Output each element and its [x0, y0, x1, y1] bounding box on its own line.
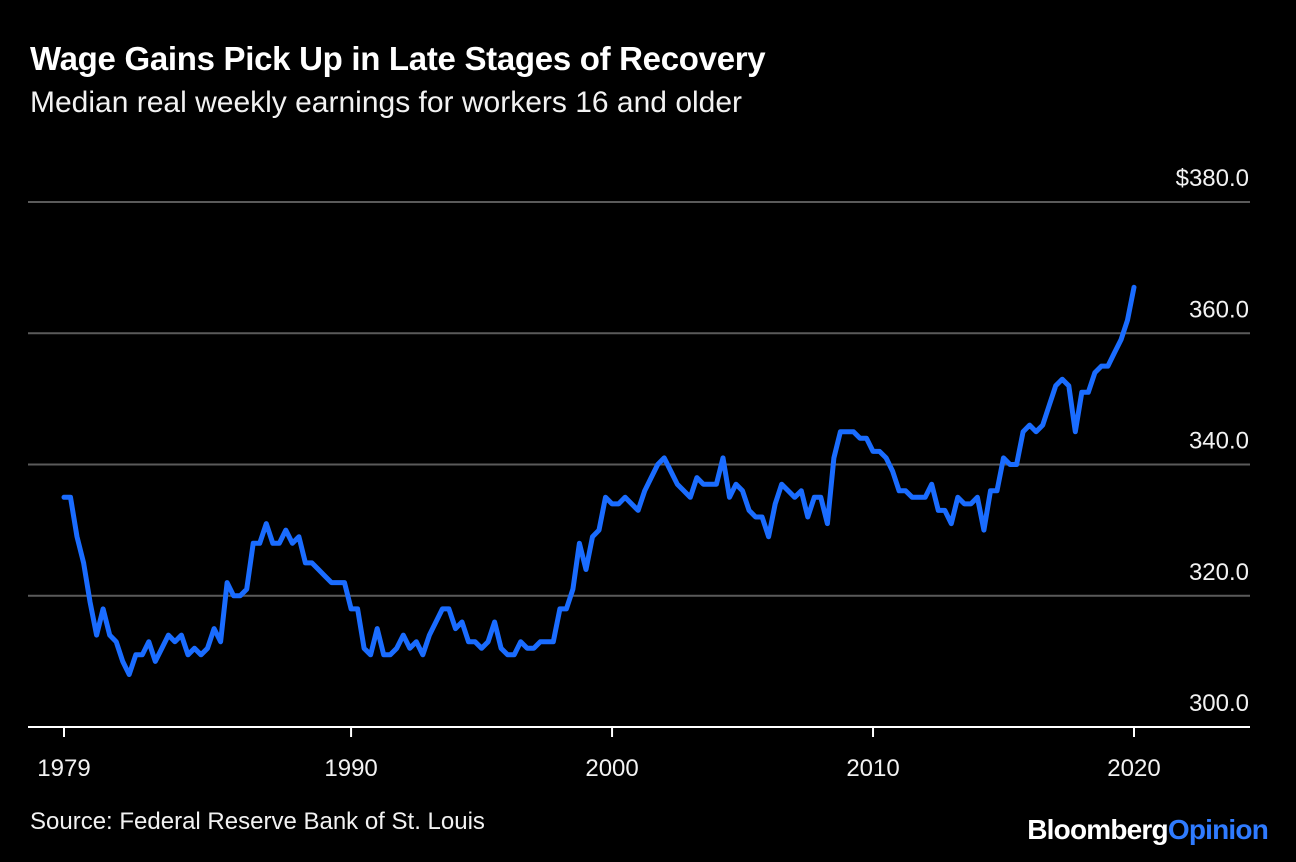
- x-axis-ticks: 1979 1990 2000 2010 2020: [37, 727, 1161, 782]
- x-tick-label: 2000: [585, 755, 638, 782]
- y-tick-label: 360.0: [1189, 296, 1249, 323]
- brand-opinion: Opinion: [1167, 814, 1269, 845]
- series-layer: [61, 284, 1137, 677]
- y-axis-ticks: 300.0 320.0 340.0 360.0 $380.0: [1176, 165, 1249, 717]
- chart-subtitle: Median real weekly earnings for workers …: [30, 86, 743, 119]
- x-tick-label: 2020: [1107, 755, 1160, 782]
- source-note: Source: Federal Reserve Bank of St. Loui…: [30, 808, 485, 835]
- y-tick-label: 340.0: [1189, 428, 1249, 455]
- x-tick-label: 1979: [37, 755, 90, 782]
- series-line: [61, 284, 1137, 677]
- y-tick-label: 320.0: [1189, 559, 1249, 586]
- chart-title: Wage Gains Pick Up in Late Stages of Rec…: [30, 40, 766, 77]
- x-tick-label: 1990: [324, 755, 377, 782]
- y-tick-label: 300.0: [1189, 690, 1249, 717]
- brand-bloomberg: Bloomberg: [1027, 814, 1168, 845]
- brand-logo: BloombergOpinion: [1027, 814, 1269, 846]
- gridlines: [28, 201, 1250, 728]
- x-tick-label: 2010: [846, 755, 899, 782]
- y-tick-label: $380.0: [1176, 165, 1249, 192]
